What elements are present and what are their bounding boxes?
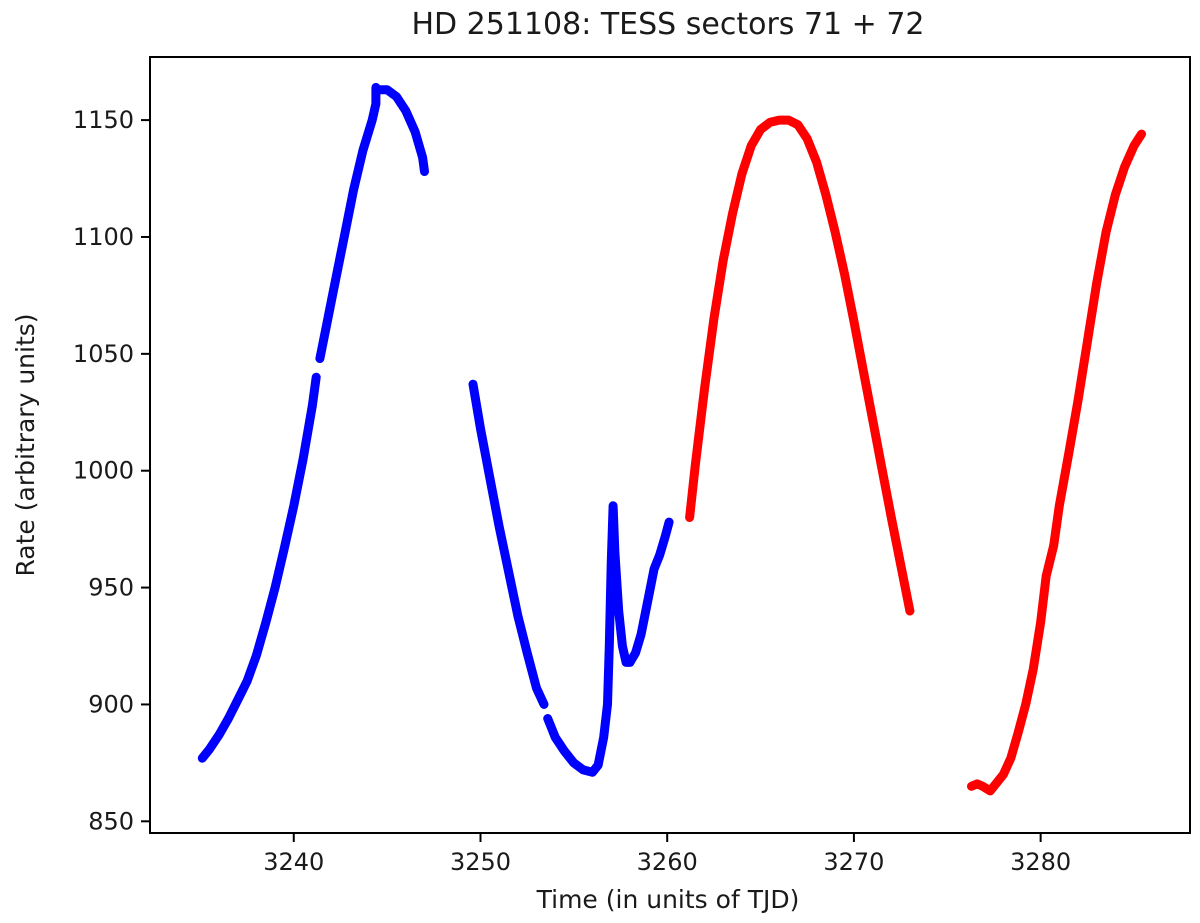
y-axis-label: Rate (arbitrary units) [11, 313, 40, 576]
data-series-2-segment-1 [468, 379, 549, 709]
data-series-1-segment-2 [315, 82, 381, 363]
y-tick-label: 950 [88, 574, 134, 602]
x-tick-label: 3250 [450, 848, 511, 876]
x-axis: 3240 3250 3260 3270 3280 [263, 833, 1071, 876]
y-tick-label: 1000 [73, 457, 134, 485]
y-tick-label: 900 [88, 690, 134, 718]
x-tick-label: 3240 [263, 848, 324, 876]
y-tick-label: 1050 [73, 340, 134, 368]
x-tick-label: 3270 [823, 848, 884, 876]
data-series-4-segment-1 [967, 129, 1146, 796]
data-series-2-segment-2 [543, 501, 674, 777]
data-series-1-segment-1 [197, 372, 321, 763]
plot-frame [149, 56, 1191, 834]
data-series-3-segment-1 [685, 115, 915, 616]
y-tick-label: 850 [88, 807, 134, 835]
y-tick-label: 1150 [73, 106, 134, 134]
plot-area [197, 82, 1146, 796]
x-tick-label: 3260 [637, 848, 698, 876]
y-tick-label: 1100 [73, 223, 134, 251]
data-series-1-segment-3 [373, 85, 429, 176]
y-axis: 850 900 950 1000 1050 1100 1150 [73, 106, 150, 835]
x-axis-label: Time (in units of TJD) [536, 885, 800, 914]
chart-title: HD 251108: TESS sectors 71 + 72 [411, 7, 924, 42]
x-tick-label: 3280 [1010, 848, 1071, 876]
